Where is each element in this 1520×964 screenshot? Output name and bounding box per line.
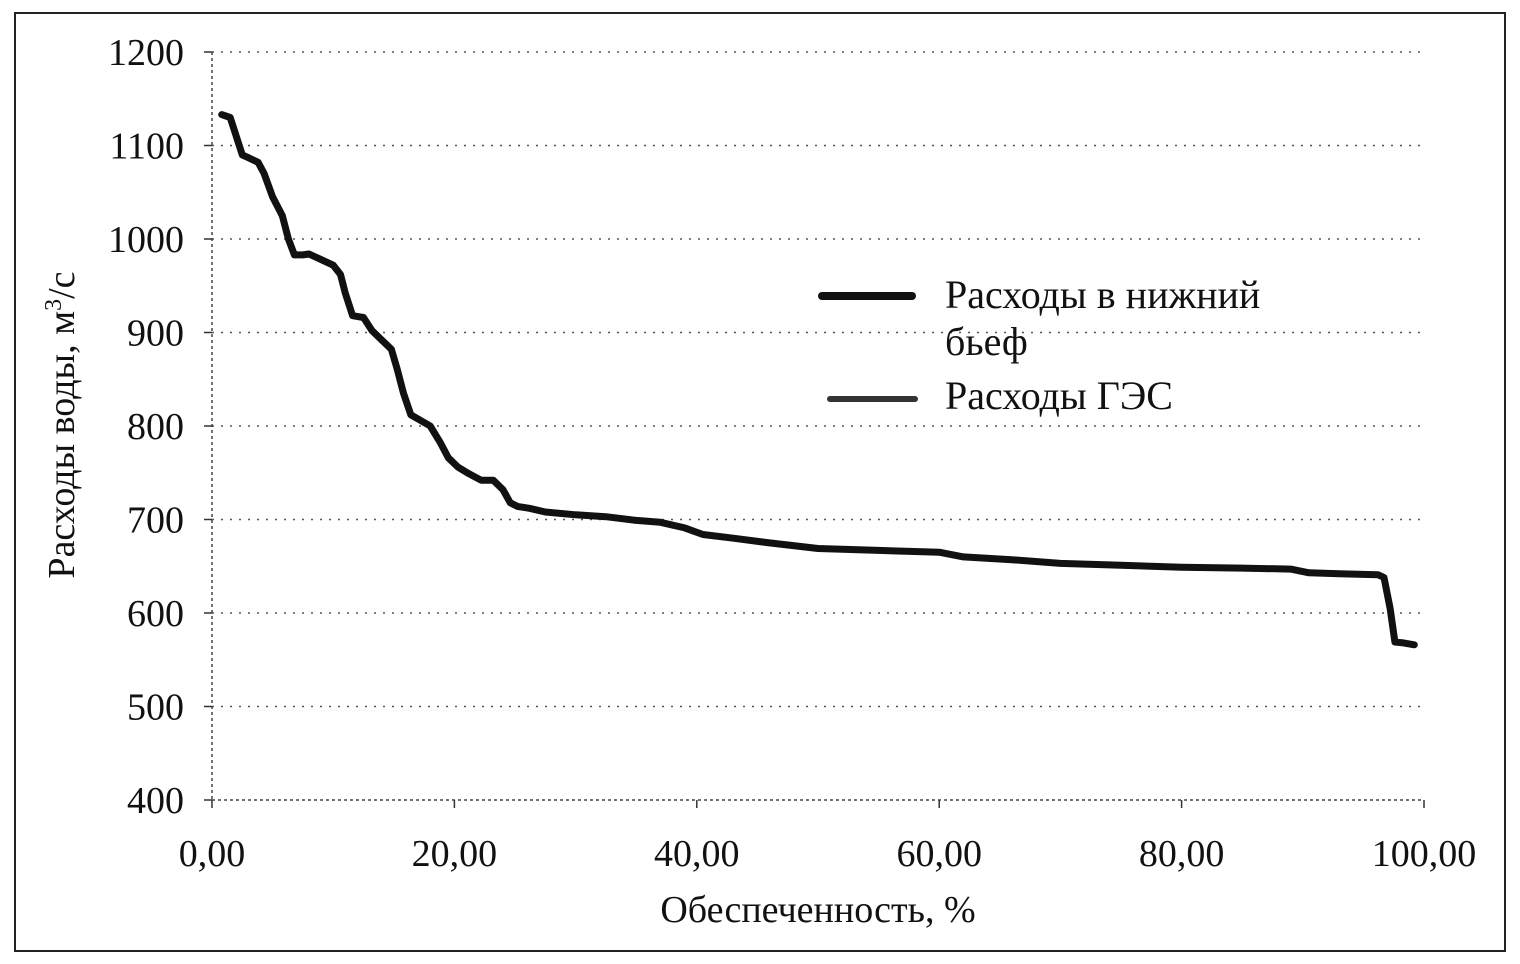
- y-tick-label-900: 900: [127, 313, 184, 355]
- x-tick-label-40,00: 40,00: [654, 833, 740, 875]
- y-tick-label-1200: 1200: [108, 32, 184, 74]
- y-tick-label-400: 400: [127, 780, 184, 822]
- grid-layer: [212, 51, 1424, 708]
- legend-label-nizhniy-bief-line1: Расходы в нижний: [945, 272, 1260, 317]
- y-tick-labels: 400 500 600 700 800 900 1000 1100 1200: [108, 32, 184, 822]
- x-tick-label-60,00: 60,00: [896, 833, 982, 875]
- y-axis-title-tail: /с: [41, 271, 83, 298]
- y-tick-label-1000: 1000: [108, 219, 184, 261]
- y-tick-label-500: 500: [127, 687, 184, 729]
- x-tick-label-80,00: 80,00: [1139, 833, 1225, 875]
- x-axis-title: Обеспеченность, %: [660, 889, 975, 931]
- y-tick-label-700: 700: [127, 500, 184, 542]
- axes-layer: [204, 51, 1425, 808]
- y-tick-label-800: 800: [127, 406, 184, 448]
- y-axis-title-main: Расходы воды, м: [41, 311, 83, 579]
- legend-label-nizhniy-bief-line2: бьеф: [945, 319, 1028, 364]
- series-line-0: [218, 111, 1418, 649]
- y-axis-title: Расходы воды, м3/с: [41, 271, 83, 578]
- x-tick-label-0,00: 0,00: [179, 833, 246, 875]
- y-tick-label-1100: 1100: [109, 126, 184, 168]
- series-layer: [218, 111, 1418, 649]
- x-tick-label-100,00: 100,00: [1372, 833, 1477, 875]
- y-tick-label-600: 600: [127, 593, 184, 635]
- legend-label-ges: Расходы ГЭС: [945, 373, 1173, 418]
- y-axis-title-sup: 3: [41, 299, 67, 311]
- x-tick-label-20,00: 20,00: [412, 833, 498, 875]
- x-tick-labels: 0,00 20,00 40,00 60,00 80,00 100,00: [179, 833, 1477, 875]
- legend: Расходы в нижний бьеф Расходы ГЭС: [818, 272, 1260, 418]
